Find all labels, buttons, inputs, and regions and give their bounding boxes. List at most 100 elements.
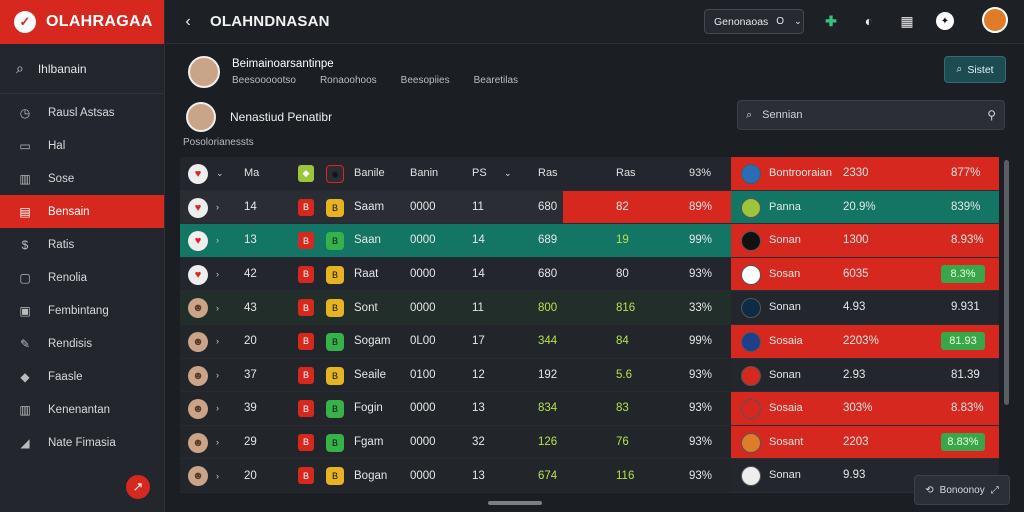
profile-meta-item[interactable]: Beesoooootso xyxy=(232,75,296,86)
profile-meta-item[interactable]: Ronaoohoos xyxy=(319,75,377,86)
horizontal-scrollbar[interactable] xyxy=(488,501,542,505)
team-name: Bogan xyxy=(354,469,388,482)
column-header[interactable]: Ras xyxy=(616,167,636,180)
back-chevron-icon[interactable]: ‹ xyxy=(185,12,191,30)
toast-button[interactable]: ⟲ Bonoonoy ⤢ xyxy=(914,475,1010,505)
profile-meta-item[interactable]: Bearetilas xyxy=(473,75,519,86)
team-name: Sonan xyxy=(769,469,801,482)
sidebar-item-5[interactable]: ▢ Renolia xyxy=(0,261,164,294)
sidebar-item-label: Fembintang xyxy=(48,304,109,317)
standings-row[interactable]: Sosan 6035 8.3% xyxy=(731,257,999,292)
shield-check-icon: ✓ xyxy=(14,11,36,33)
section-title: Nenastiud Penatibr xyxy=(230,110,333,124)
sidebar-item-6[interactable]: ▣ Fembintang xyxy=(0,294,164,327)
filter-icon[interactable]: ⚲ xyxy=(987,108,996,122)
sidebar-search[interactable]: ⌕ Ihlbanain xyxy=(0,44,164,94)
standings-row[interactable]: Panna 20.9% 839% xyxy=(731,190,999,225)
table-row[interactable]: ♥ › 42 B B Raat 0000 14 680 80 93% xyxy=(180,257,731,292)
cell-value: 8.83% xyxy=(951,402,984,415)
chevron-icon[interactable]: › xyxy=(216,470,219,481)
sidebar-item-10[interactable]: ◢ Nate Fimasia xyxy=(0,426,164,459)
table-row[interactable]: ☻ › 29 B B Fgam 0000 32 126 76 93% xyxy=(180,425,731,460)
standings-row[interactable]: Sonan 4.93 9.931 xyxy=(731,291,999,325)
standings-row[interactable]: Sonan 1300 8.93% xyxy=(731,224,999,258)
vertical-scrollbar[interactable] xyxy=(1004,160,1009,405)
sidebar-item-1[interactable]: ▭ Hal xyxy=(0,129,164,162)
chevron-icon[interactable]: › xyxy=(216,369,219,380)
cell-value: 12 xyxy=(472,368,485,381)
search-placeholder: Sennian xyxy=(762,109,803,121)
gallery-icon[interactable]: ▦ xyxy=(900,12,914,29)
column-header[interactable]: PS xyxy=(472,167,487,180)
table-row[interactable]: ☻ › 20 B B Sogam 0L00 17 344 84 99% xyxy=(180,324,731,359)
sidebar-item-8[interactable]: ◆ Faasle xyxy=(0,360,164,393)
standings-row[interactable]: Sonan 2.93 81.39 xyxy=(731,358,999,393)
brand[interactable]: ✓ OLAHRAGAA xyxy=(0,0,164,44)
cell-value: 8.93% xyxy=(951,234,984,247)
column-header[interactable]: Ras xyxy=(538,167,558,180)
table-row[interactable]: ☻ › 37 B B Seaile 0100 12 192 5.6 93% xyxy=(180,358,731,393)
table-row[interactable]: ♥ › 14 B B Saam 0000 11 680 82 89% xyxy=(180,190,731,225)
cell-value: 0000 xyxy=(410,234,436,247)
start-button[interactable]: ⌕ Sistet xyxy=(944,56,1006,83)
team-flag-icon xyxy=(741,331,761,352)
section-label: Posolorianessts xyxy=(183,137,254,148)
value-pill: 81.93 xyxy=(941,331,985,350)
sidebar-item-7[interactable]: ✎ Rendisis xyxy=(0,327,164,360)
table-row[interactable]: ☻ › 43 B B Sont 0000 11 800 816 33% xyxy=(180,291,731,325)
table-row[interactable]: ☻ › 39 B B Fogin 0000 13 834 83 93% xyxy=(180,392,731,426)
plus-icon[interactable]: ✚ xyxy=(825,12,837,29)
chevron-icon[interactable]: › xyxy=(216,403,219,414)
sidebar-item-label: Kenenantan xyxy=(48,403,111,416)
user-avatar[interactable] xyxy=(982,7,1008,33)
column-header[interactable]: Banile xyxy=(354,167,385,180)
team-flag-icon xyxy=(741,264,761,285)
profile-meta-item[interactable]: Beesopiies xyxy=(400,75,450,86)
sidebar-item-4[interactable]: $ Ratis xyxy=(0,228,164,261)
badge-icon: ◉ xyxy=(326,165,344,183)
chevron-icon[interactable]: › xyxy=(216,437,219,448)
sidebar-fab-button[interactable]: ↗ xyxy=(126,475,150,499)
table-row[interactable]: ☻ › 20 B B Bogan 0000 13 674 116 93% xyxy=(180,459,731,493)
standings-row[interactable]: Sosant 2203 8.83% xyxy=(731,425,999,460)
sidebar-item-0[interactable]: ◷ Rausl Astsas xyxy=(0,96,164,129)
standings-panel: Bontrooraian 2330 877% Panna 20.9% 839% Sonan 1… xyxy=(731,157,999,493)
chevron-icon[interactable]: › xyxy=(216,201,219,212)
sidebar-item-9[interactable]: ▥ Kenenantan xyxy=(0,393,164,426)
search-input[interactable]: ⌕ Sennian ⚲ xyxy=(737,100,1005,130)
table-row[interactable]: ♥ › 13 B B Saan 0000 14 689 19 99% xyxy=(180,224,731,258)
chevron-icon[interactable]: › xyxy=(216,336,219,347)
chevron-icon[interactable]: › xyxy=(216,269,219,280)
chevron-icon[interactable]: › xyxy=(216,235,219,246)
search-icon: ⌕ xyxy=(956,63,963,75)
help-icon[interactable]: ✦ xyxy=(936,12,954,30)
standings-row[interactable]: Sosaia 2203% 81.93 xyxy=(731,324,999,359)
column-header[interactable]: 93% xyxy=(689,167,712,180)
cell-value: 89% xyxy=(689,200,713,213)
standings-row[interactable]: Sosaia 303% 8.83% xyxy=(731,392,999,426)
table-header: ♥ ⌄ Ma ◆ ◉ Banile Banin PS ⌄ Ras Ras 93% xyxy=(180,157,731,191)
cell-value: 2203 xyxy=(843,435,869,448)
column-header[interactable]: Ma xyxy=(244,167,260,180)
badge-icon: B xyxy=(298,265,314,283)
sidebar-item-label: Sose xyxy=(48,172,75,185)
standings-row[interactable]: Bontrooraian 2330 877% xyxy=(731,157,999,191)
team-flag-icon xyxy=(741,399,761,420)
team-name: Bontrooraian xyxy=(769,167,832,179)
sort-icon[interactable]: ⌄ xyxy=(504,167,512,178)
team-name: Seaile xyxy=(354,368,386,381)
chevron-down-icon[interactable]: ⌄ xyxy=(216,167,224,178)
badge-icon: B xyxy=(326,299,344,318)
cell-value: 0000 xyxy=(410,301,436,314)
user-icon[interactable]: ◐ xyxy=(864,13,874,29)
profile-info: Beimainoarsantinpe Beesoooootso Ronaooho… xyxy=(232,58,518,86)
topbar-select[interactable]: Genonaoas O ⌄ xyxy=(704,9,804,34)
arrow-right-icon: ↗ xyxy=(132,479,144,494)
profile-meta: Beesoooootso Ronaoohoos Beesopiies Beare… xyxy=(232,75,518,86)
chevron-icon[interactable]: › xyxy=(216,302,219,313)
column-header[interactable]: Banin xyxy=(410,167,439,180)
topbar-select-value: O xyxy=(776,16,785,27)
sidebar-item-3[interactable]: ▤ Bensain xyxy=(0,195,164,228)
sidebar-item-2[interactable]: ▥ Sose xyxy=(0,162,164,195)
